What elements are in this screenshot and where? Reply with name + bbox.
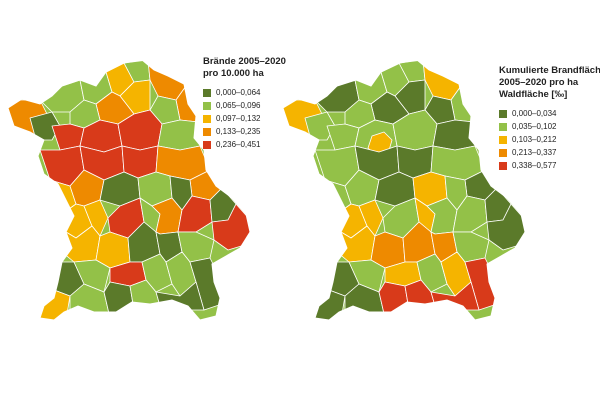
legend-label: 0,213–0,337 — [512, 148, 557, 157]
region-s5 — [348, 259, 386, 293]
right-map-outline — [282, 59, 526, 321]
legend-item: 0,338–0,577 — [499, 159, 600, 172]
legend-label: 0,103–0,212 — [512, 135, 557, 144]
region-c8 — [83, 199, 109, 237]
legend-swatch — [203, 88, 211, 97]
legend-item: 0,065–0,096 — [203, 99, 286, 112]
region-sw3 — [312, 289, 346, 320]
region-e1 — [157, 119, 201, 151]
region-s11 — [378, 281, 410, 319]
legend-label: 0,000–0,064 — [216, 88, 261, 97]
legend-label: 0,035–0,102 — [512, 122, 557, 131]
region-e1 — [432, 119, 476, 151]
legend-item: 0,103–0,212 — [499, 133, 600, 146]
legend-items: 0,000–0,064 0,065–0,096 0,097–0,132 0,13… — [203, 86, 286, 151]
legend-title: Brände 2005–2020 pro 10.000 ha — [203, 56, 286, 80]
legend-label: 0,097–0,132 — [216, 114, 261, 123]
legend-item: 0,236–0,451 — [203, 138, 286, 151]
legend-label: 0,236–0,451 — [216, 140, 261, 149]
legend-swatch — [499, 135, 507, 144]
legend-item: 0,035–0,102 — [499, 120, 600, 133]
legend-item: 0,000–0,034 — [499, 107, 600, 120]
legend-title-line: 2005–2020 pro ha — [499, 77, 579, 88]
legend-item: 0,000–0,064 — [203, 86, 286, 99]
legend-title-line: Kumulierte Brandfläche — [499, 65, 600, 76]
legend-title-line: Waldfläche [‰] — [499, 89, 568, 100]
legend-burned-area: Kumulierte Brandfläche 2005–2020 pro ha … — [499, 65, 600, 172]
legend-swatch — [203, 114, 211, 123]
region-s5 — [73, 259, 111, 293]
region-sw3 — [37, 289, 71, 320]
legend-swatch — [203, 101, 211, 110]
region-c8 — [358, 199, 384, 237]
legend-label: 0,338–0,577 — [512, 161, 557, 170]
legend-item: 0,213–0,337 — [499, 146, 600, 159]
legend-item: 0,097–0,132 — [203, 112, 286, 125]
legend-swatch — [203, 127, 211, 136]
legend-label: 0,065–0,096 — [216, 101, 261, 110]
legend-label: 0,000–0,034 — [512, 109, 557, 118]
legend-fire-count: Brände 2005–2020 pro 10.000 ha 0,000–0,0… — [203, 56, 286, 151]
legend-swatch — [499, 148, 507, 157]
legend-title-line: pro 10.000 ha — [203, 68, 264, 79]
region-se1 — [486, 203, 525, 251]
left-map-outline — [7, 59, 251, 321]
region-s11 — [103, 281, 135, 319]
legend-item: 0,133–0,235 — [203, 125, 286, 138]
legend-items: 0,000–0,034 0,035–0,102 0,103–0,212 0,21… — [499, 107, 600, 172]
legend-title-line: Brände 2005–2020 — [203, 56, 286, 67]
legend-title: Kumulierte Brandfläche 2005–2020 pro ha … — [499, 65, 600, 101]
legend-swatch — [203, 140, 211, 149]
legend-swatch — [499, 122, 507, 131]
legend-swatch — [499, 161, 507, 170]
legend-label: 0,133–0,235 — [216, 127, 261, 136]
legend-swatch — [499, 109, 507, 118]
region-se1 — [211, 203, 250, 251]
